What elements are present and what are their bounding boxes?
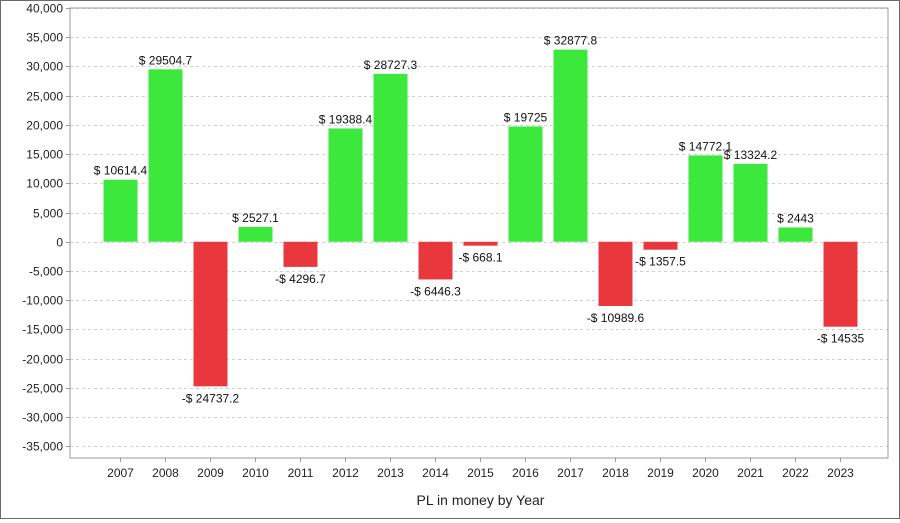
data-label-2019: -$ 1357.5 (635, 255, 686, 269)
x-tick-label-2010: 2010 (242, 466, 269, 480)
data-label-2009: -$ 24737.2 (182, 391, 240, 405)
y-tick-label: 40,000 (26, 2, 63, 16)
x-tick-label-2012: 2012 (332, 466, 359, 480)
y-tick-label: -35,000 (22, 440, 63, 454)
bar-2023[interactable] (823, 241, 858, 327)
bar-2021[interactable] (733, 163, 768, 242)
x-tick-label-2019: 2019 (647, 466, 674, 480)
data-label-2007: $ 10614.4 (94, 164, 148, 178)
bar-2018[interactable] (598, 241, 633, 306)
y-tick-label: 25,000 (26, 90, 63, 104)
data-label-2016: $ 19725 (504, 110, 548, 124)
x-tick-label-2020: 2020 (692, 466, 719, 480)
y-tick-label: -25,000 (22, 382, 63, 396)
plot-area-border (69, 7, 889, 459)
y-tick-label: -20,000 (22, 353, 63, 367)
y-tick-label: -15,000 (22, 323, 63, 337)
y-tick-label: -5,000 (29, 265, 63, 279)
y-axis-ticks: 40,000 35,000 30,000 25,000 20,000 15,000 10,0… (22, 2, 70, 454)
bar-2007[interactable] (103, 179, 138, 242)
y-tick-label: 0 (56, 236, 63, 250)
bar-2011[interactable] (283, 241, 318, 267)
bar-2009[interactable] (193, 241, 228, 387)
x-tick-label-2023: 2023 (827, 466, 854, 480)
x-tick-label-2008: 2008 (152, 466, 179, 480)
x-tick-label-2015: 2015 (467, 466, 494, 480)
x-tick-label-2016: 2016 (512, 466, 539, 480)
x-tick-label-2009: 2009 (197, 466, 224, 480)
data-label-2017: $ 32877.8 (544, 34, 598, 48)
y-tick-label: -10,000 (22, 294, 63, 308)
bar-2022[interactable] (778, 227, 813, 242)
bar-2016[interactable] (508, 126, 543, 242)
bars (103, 49, 858, 387)
x-tick-label-2018: 2018 (602, 466, 629, 480)
y-tick-label: -30,000 (22, 411, 63, 425)
bar-2017[interactable] (553, 49, 588, 242)
y-tick-label: 20,000 (26, 119, 63, 133)
data-label-2012: $ 19388.4 (319, 112, 373, 126)
data-label-2023: -$ 14535 (817, 332, 865, 346)
data-label-2014: -$ 6446.3 (410, 284, 461, 298)
bar-2019[interactable] (643, 241, 678, 250)
bar-2013[interactable] (373, 73, 408, 242)
bar-2008[interactable] (148, 69, 183, 242)
data-label-2010: $ 2527.1 (232, 211, 279, 225)
bar-2014[interactable] (418, 241, 453, 280)
bar-2012[interactable] (328, 128, 363, 242)
x-tick-label-2013: 2013 (377, 466, 404, 480)
y-tick-label: 15,000 (26, 148, 63, 162)
bar-2015[interactable] (463, 241, 498, 246)
data-label-2008: $ 29504.7 (139, 53, 193, 67)
y-tick-label: 5,000 (33, 207, 63, 221)
y-tick-label: 35,000 (26, 31, 63, 45)
data-label-2018: -$ 10989.6 (587, 311, 645, 325)
y-tick-label: 10,000 (26, 177, 63, 191)
x-axis-ticks: 2007 2008 2009 2010 2011 2012 2013 2014 2015 2016… (107, 458, 854, 480)
data-label-2022: $ 2443 (777, 211, 814, 225)
y-tick-label: 30,000 (26, 60, 63, 74)
data-label-2013: $ 28727.3 (364, 58, 418, 72)
gridlines (70, 8, 888, 447)
data-labels: $ 10614.4 $ 29504.7 -$ 24737.2 $ 2527.1 -$ 4… (94, 34, 865, 406)
data-label-2015: -$ 668.1 (458, 251, 502, 265)
x-tick-label-2007: 2007 (107, 466, 134, 480)
bar-2020[interactable] (688, 155, 723, 242)
x-axis-label: PL in money by Year (417, 492, 545, 508)
data-label-2020: $ 14772.1 (679, 139, 733, 153)
data-label-2011: -$ 4296.7 (275, 272, 326, 286)
x-tick-label-2014: 2014 (422, 466, 449, 480)
bar-2010[interactable] (238, 226, 273, 242)
x-tick-label-2022: 2022 (782, 466, 809, 480)
x-tick-label-2021: 2021 (737, 466, 764, 480)
x-tick-label-2011: 2011 (288, 466, 314, 480)
data-label-2021: $ 13324.2 (724, 148, 778, 162)
x-tick-label-2017: 2017 (557, 466, 584, 480)
